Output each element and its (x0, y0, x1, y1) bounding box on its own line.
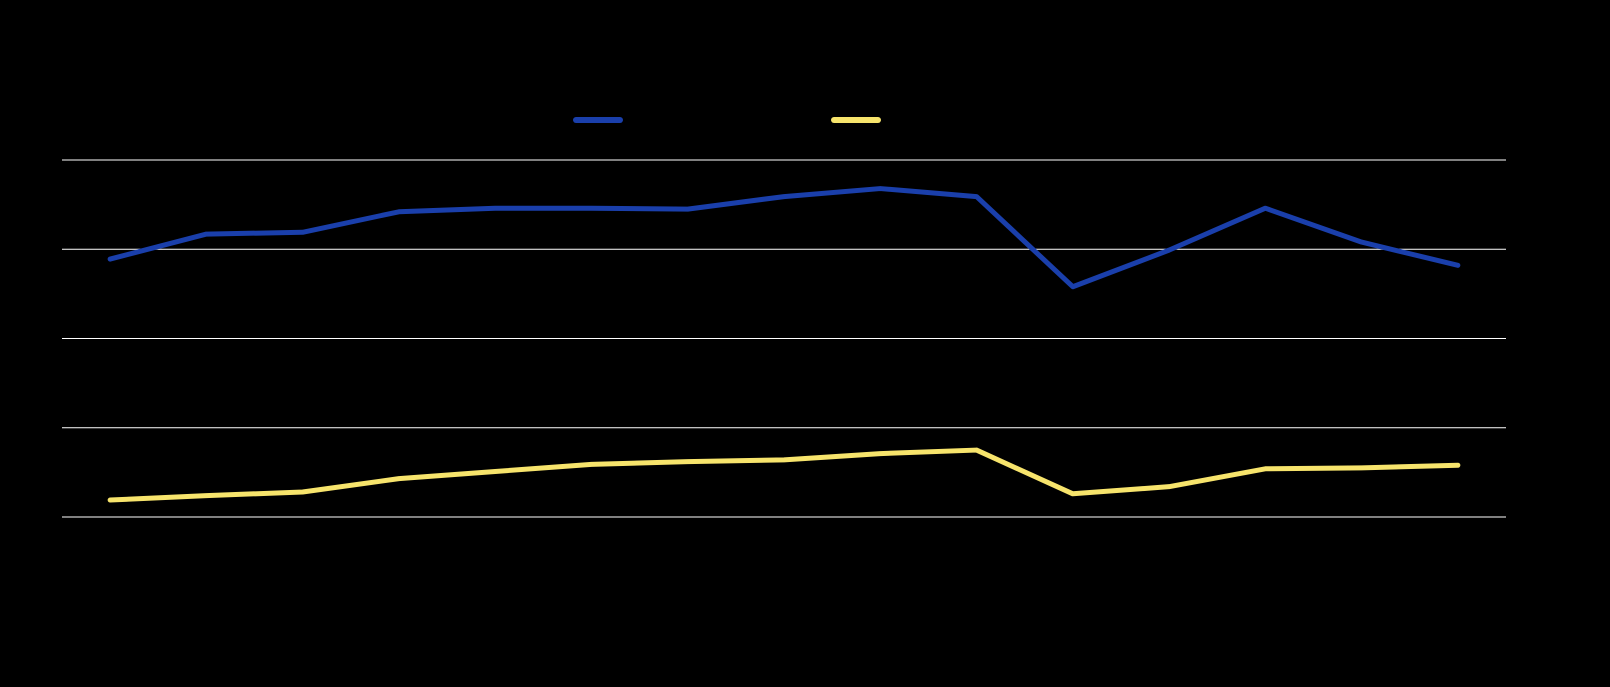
series-line (107, 186, 1461, 290)
series-line (107, 447, 1461, 503)
